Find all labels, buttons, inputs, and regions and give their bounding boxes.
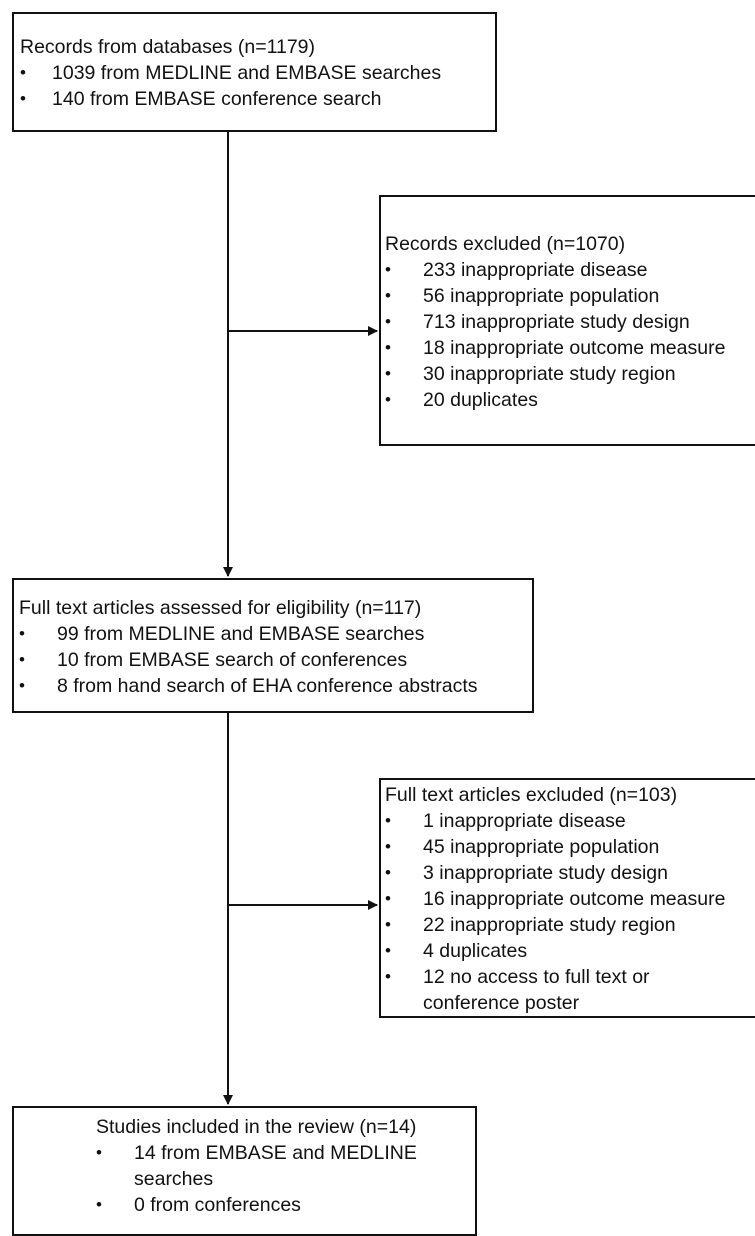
bullet-icon: • bbox=[385, 312, 391, 331]
bullet-icon: • bbox=[385, 390, 391, 409]
list-item: • 3 inappropriate study design bbox=[385, 862, 668, 884]
list-item: • 14 from EMBASE and MEDLINE searches bbox=[96, 1142, 417, 1190]
bullet-icon: • bbox=[96, 1195, 102, 1214]
list-item: • 18 inappropriate outcome measure bbox=[385, 337, 726, 359]
list-item: • 45 inappropriate population bbox=[385, 836, 660, 858]
list-item: • 10 from EMBASE search of conferences bbox=[19, 649, 408, 671]
bullet-icon: • bbox=[385, 941, 391, 960]
bullet-icon: • bbox=[385, 260, 391, 279]
full-text-excluded-list: • 1 inappropriate disease • 45 inappropria… bbox=[385, 808, 755, 1016]
list-item: • 20 duplicates bbox=[385, 389, 538, 411]
full-text-excluded-box: Full text articles excluded (n=103) • 1 i… bbox=[379, 778, 755, 1018]
full-text-excluded-title: Full text articles excluded (n=103) bbox=[385, 784, 678, 806]
bullet-icon: • bbox=[20, 89, 26, 108]
list-item: • 12 no access to full text or conference… bbox=[385, 966, 650, 1014]
records-from-databases-box: Records from databases (n=1179) • 1039 fr… bbox=[12, 12, 497, 132]
bullet-icon: • bbox=[385, 286, 391, 305]
list-item: • 1 inappropriate disease bbox=[385, 810, 626, 832]
list-item: • 4 duplicates bbox=[385, 940, 528, 962]
records-excluded-list: • 233 inappropriate disease • 56 inappropr… bbox=[385, 257, 755, 413]
list-item: • 22 inappropriate study region bbox=[385, 914, 676, 936]
bullet-icon: • bbox=[19, 624, 25, 643]
list-item: • 140 from EMBASE conference search bbox=[20, 88, 382, 110]
bullet-icon: • bbox=[385, 338, 391, 357]
list-item: • 1039 from MEDLINE and EMBASE searches bbox=[20, 62, 442, 84]
list-item: • 233 inappropriate disease bbox=[385, 259, 648, 281]
bullet-icon: • bbox=[385, 889, 391, 908]
full-text-assessed-list: • 99 from MEDLINE and EMBASE searches • 10… bbox=[19, 621, 532, 699]
records-excluded-title: Records excluded (n=1070) bbox=[385, 233, 626, 255]
studies-included-box: Studies included in the review (n=14) • 1… bbox=[12, 1106, 477, 1236]
bullet-icon: • bbox=[385, 915, 391, 934]
bullet-icon: • bbox=[385, 837, 391, 856]
list-item: • 30 inappropriate study region bbox=[385, 363, 676, 385]
list-item: • 56 inappropriate population bbox=[385, 285, 660, 307]
bullet-icon: • bbox=[19, 676, 25, 695]
full-text-assessed-title: Full text articles assessed for eligibil… bbox=[19, 597, 422, 619]
records-excluded-box: Records excluded (n=1070) • 233 inappropr… bbox=[379, 195, 755, 446]
list-item: • 16 inappropriate outcome measure bbox=[385, 888, 726, 910]
bullet-icon: • bbox=[20, 63, 26, 82]
studies-included-list: • 14 from EMBASE and MEDLINE searches • 0 … bbox=[96, 1140, 475, 1218]
bullet-icon: • bbox=[385, 863, 391, 882]
bullet-icon: • bbox=[385, 364, 391, 383]
list-item: • 99 from MEDLINE and EMBASE searches bbox=[19, 623, 425, 645]
bullet-icon: • bbox=[385, 967, 391, 986]
list-item: • 713 inappropriate study design bbox=[385, 311, 690, 333]
list-item: • 0 from conferences bbox=[96, 1194, 301, 1216]
studies-included-title: Studies included in the review (n=14) bbox=[96, 1116, 417, 1138]
records-list: • 1039 from MEDLINE and EMBASE searches •… bbox=[20, 60, 495, 112]
records-title: Records from databases (n=1179) bbox=[20, 36, 316, 58]
full-text-assessed-box: Full text articles assessed for eligibil… bbox=[12, 578, 534, 713]
bullet-icon: • bbox=[385, 811, 391, 830]
bullet-icon: • bbox=[19, 650, 25, 669]
list-item: • 8 from hand search of EHA conference ab… bbox=[19, 675, 478, 697]
bullet-icon: • bbox=[96, 1143, 102, 1162]
